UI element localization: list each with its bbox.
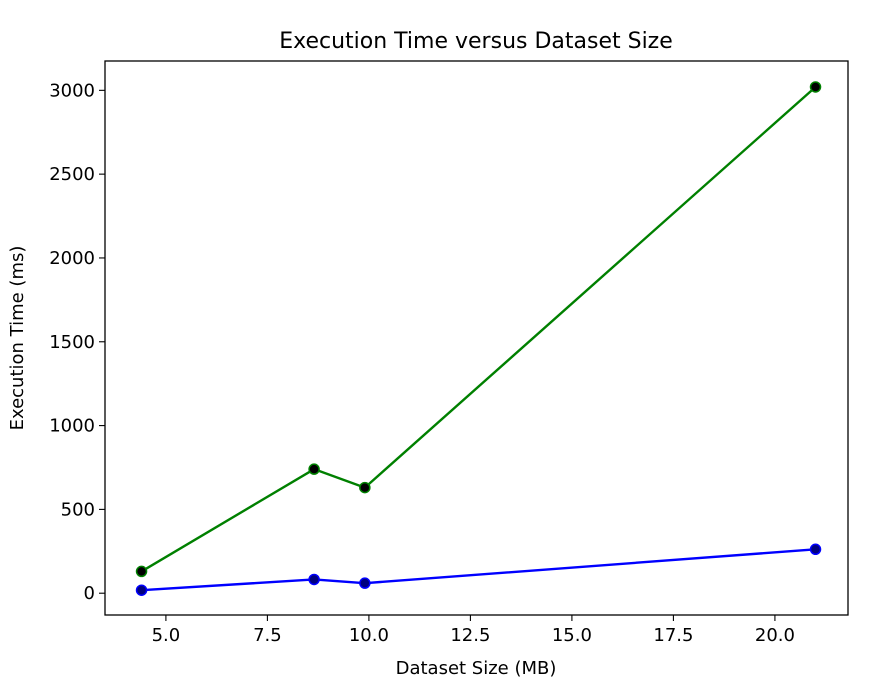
y-tick-label: 3000 xyxy=(49,80,95,101)
series-2-point xyxy=(359,577,371,589)
series-2-point xyxy=(308,573,320,586)
chart-title: Execution Time versus Dataset Size xyxy=(279,29,673,54)
plot-area xyxy=(135,81,822,596)
x-axis-label: Dataset Size (MB) xyxy=(396,658,557,679)
y-tick-label: 500 xyxy=(61,499,95,520)
series-2-point xyxy=(135,584,148,596)
series-2-point xyxy=(809,543,822,556)
y-tick-label: 1000 xyxy=(49,416,95,437)
y-tick-label: 2000 xyxy=(49,248,95,269)
series-2-line xyxy=(141,548,816,592)
x-tick-label: 17.5 xyxy=(653,625,693,646)
series-1-point xyxy=(135,565,148,578)
x-tick-label: 20.0 xyxy=(755,625,795,646)
series-1-point xyxy=(809,81,822,93)
x-tick-label: 5.0 xyxy=(152,625,181,646)
x-tick-label: 15.0 xyxy=(552,625,592,646)
x-tick-label: 7.5 xyxy=(253,625,282,646)
series-1-point xyxy=(359,481,371,494)
y-axis-label: Execution Time (ms) xyxy=(7,246,28,431)
y-tick-label: 0 xyxy=(84,583,95,604)
series-1-point xyxy=(308,463,320,475)
y-axis: 0 500 1000 1500 2000 2500 3000 xyxy=(49,80,105,604)
x-axis: 5.0 7.5 10.0 12.5 15.0 17.5 20.0 xyxy=(152,615,795,646)
x-tick-label: 12.5 xyxy=(450,625,490,646)
plot-frame xyxy=(104,60,849,616)
x-tick-label: 10.0 xyxy=(349,625,389,646)
y-tick-label: 1500 xyxy=(49,332,95,353)
y-tick-label: 2500 xyxy=(49,164,95,185)
series-1-line xyxy=(140,86,817,573)
